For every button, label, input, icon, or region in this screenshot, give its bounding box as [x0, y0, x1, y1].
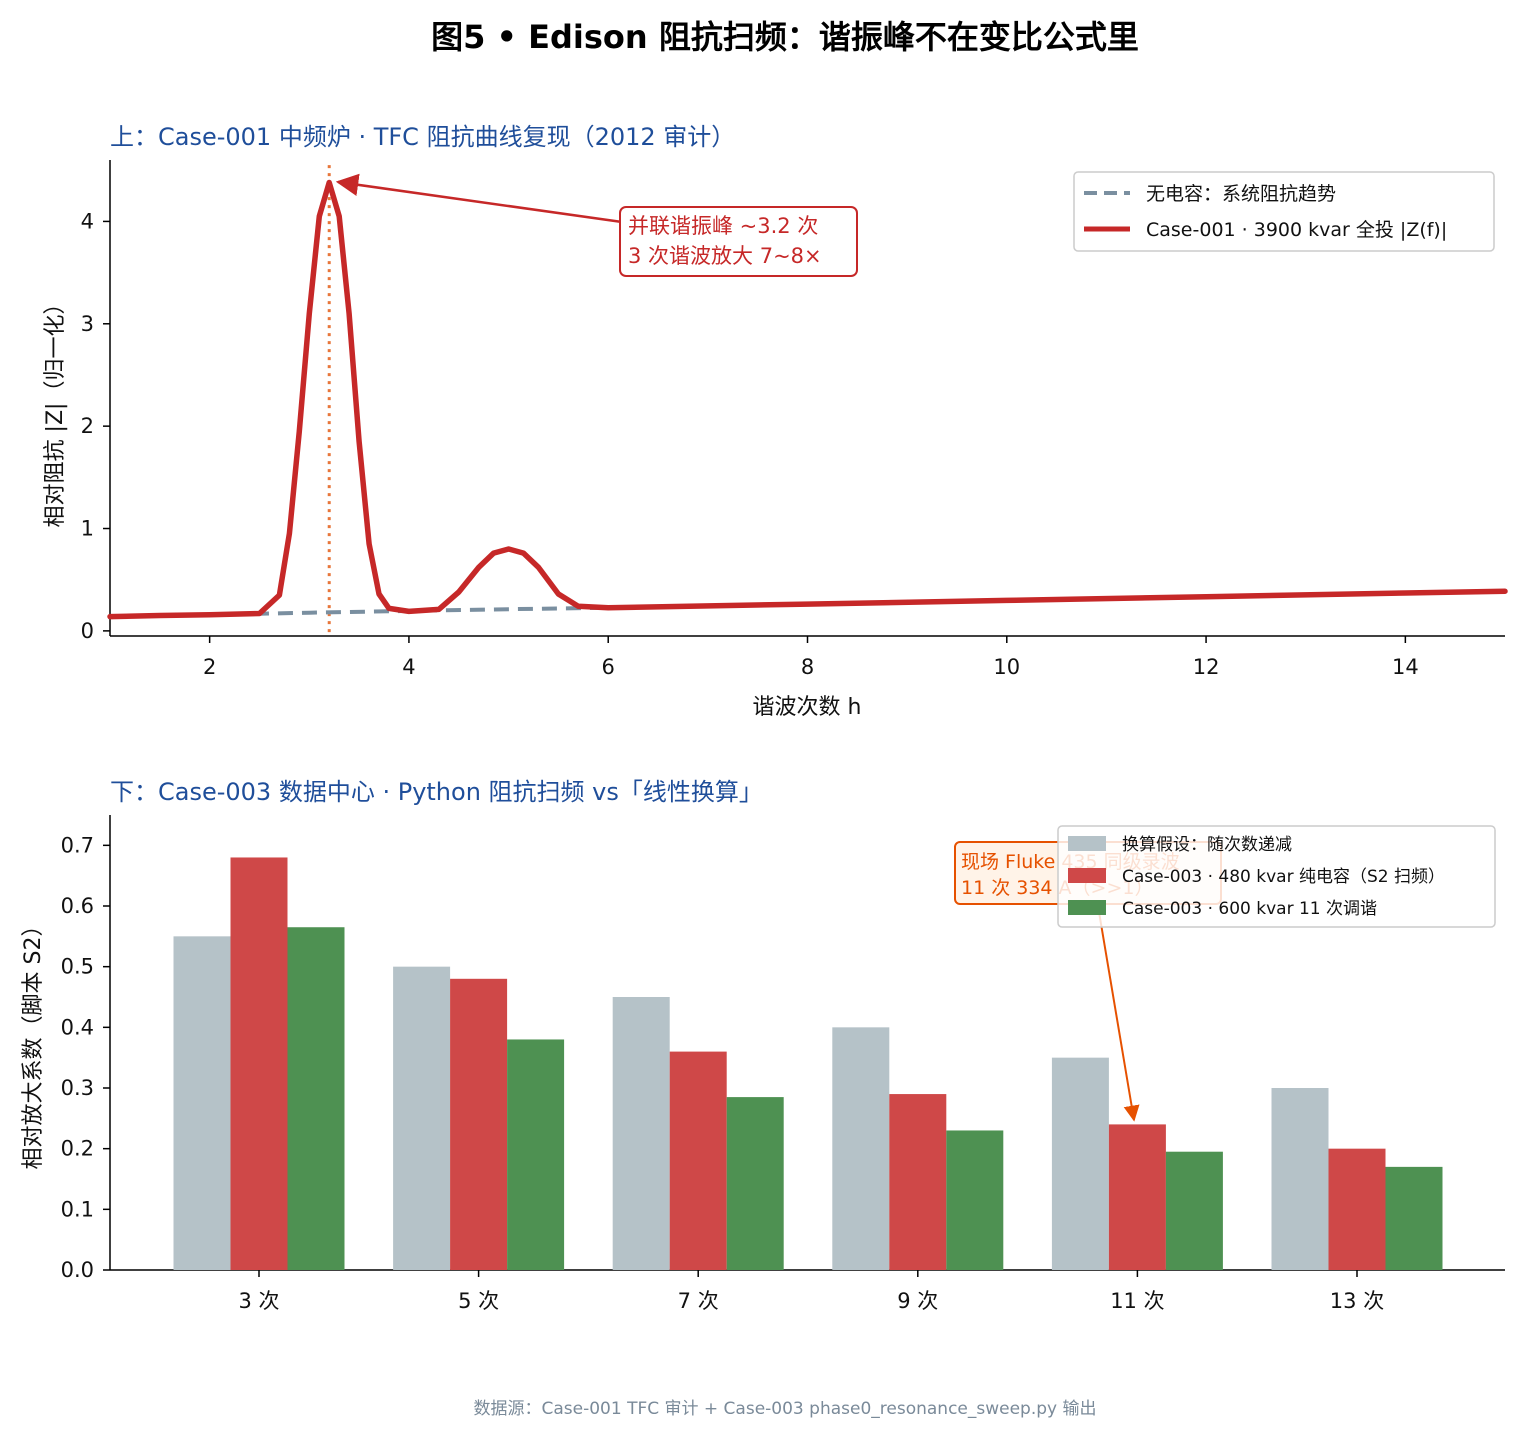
resonance-annotation-line-2: 3 次谐波放大 7~8× — [628, 244, 822, 268]
resonance-annotation-box — [619, 206, 858, 277]
bar-pure-capacitor — [1328, 1148, 1386, 1270]
top-x-tick-label: 6 — [602, 655, 615, 679]
bar-pure-capacitor — [1108, 1124, 1166, 1270]
bottom-bars — [173, 857, 1443, 1270]
bar-pure-capacitor — [669, 1051, 727, 1270]
top-y-tick-label: 2 — [81, 414, 94, 438]
bottom-legend-swatch-assume — [1068, 836, 1106, 851]
top-x-tick-label: 12 — [1193, 655, 1220, 679]
bottom-panel: 下：Case-003 数据中心 · Python 阻抗扫频 vs「线性换算」 0… — [21, 778, 1505, 1313]
bar-assumption — [612, 997, 670, 1270]
top-legend-label-trend: 无电容：系统阻抗趋势 — [1146, 183, 1336, 205]
bar-tuned-filter — [946, 1130, 1004, 1270]
bottom-x-tick-label: 7 次 — [678, 1289, 719, 1313]
bar-pure-capacitor — [450, 978, 508, 1270]
top-x-axis-label: 谐波次数 h — [753, 695, 862, 720]
top-legend-frame — [1073, 171, 1495, 252]
top-y-tick-label: 1 — [81, 517, 94, 541]
bottom-y-tick-label: 0.2 — [61, 1137, 94, 1161]
bottom-legend-swatch-tuned — [1068, 900, 1106, 915]
bottom-legend: 换算假设：随次数递减 Case-003 · 480 kvar 纯电容（S2 扫频… — [1057, 825, 1496, 928]
bar-assumption — [832, 1027, 890, 1270]
top-legend: 无电容：系统阻抗趋势 Case-001 · 3900 kvar 全投 |Z(f)… — [1073, 171, 1495, 252]
top-y-tick-label: 4 — [81, 209, 94, 233]
bottom-y-tick-label: 0.3 — [61, 1076, 94, 1100]
bottom-y-tick-label: 0.1 — [61, 1197, 94, 1221]
bottom-y-ticks: 0.0 0.1 0.2 0.3 0.4 0.5 0.6 0.7 — [61, 833, 110, 1282]
top-panel-title: 上：Case-001 中频炉 · TFC 阻抗曲线复现（2012 审计） — [110, 123, 735, 151]
top-y-axis-label: 相对阻抗 |Z|（归一化） — [43, 293, 68, 528]
bottom-y-tick-label: 0.6 — [61, 894, 94, 918]
bottom-x-tick-label: 11 次 — [1110, 1289, 1164, 1313]
bottom-y-tick-label: 0.5 — [61, 955, 94, 979]
top-x-ticks: 2 4 6 8 10 12 14 — [203, 636, 1419, 679]
resonance-annotation-line-1: 并联谐振峰 ~3.2 次 — [628, 214, 818, 238]
bar-tuned-filter — [726, 1097, 784, 1270]
top-y-tick-label: 0 — [81, 619, 94, 643]
bottom-x-ticks: 3 次 5 次 7 次 9 次 11 次 13 次 — [238, 1270, 1384, 1313]
impedance-curve-line — [107, 179, 1508, 620]
bottom-x-tick-label: 3 次 — [238, 1289, 279, 1313]
bar-assumption — [173, 936, 231, 1270]
top-legend-label-impedance: Case-001 · 3900 kvar 全投 |Z(f)| — [1146, 219, 1447, 241]
bottom-x-tick-label: 13 次 — [1330, 1289, 1384, 1313]
bottom-legend-label-tuned: Case-003 · 600 kvar 11 次调谐 — [1122, 899, 1377, 919]
resonance-peak-arrow — [335, 173, 623, 224]
bottom-legend-label-cap: Case-003 · 480 kvar 纯电容（S2 扫频） — [1122, 867, 1445, 887]
bar-tuned-filter — [1165, 1151, 1223, 1270]
bottom-panel-title: 下：Case-003 数据中心 · Python 阻抗扫频 vs「线性换算」 — [110, 778, 763, 806]
bottom-legend-frame — [1057, 825, 1496, 928]
top-y-tick-label: 3 — [81, 312, 94, 336]
bottom-legend-label-assume: 换算假设：随次数递减 — [1122, 835, 1292, 855]
bar-tuned-filter — [507, 1039, 565, 1270]
bottom-y-tick-label: 0.0 — [61, 1258, 94, 1282]
top-x-tick-label: 10 — [993, 655, 1020, 679]
bar-pure-capacitor — [230, 857, 288, 1270]
fluke-annotation-arrow — [1097, 905, 1140, 1122]
top-plot-area — [107, 165, 1508, 636]
top-x-tick-label: 4 — [402, 655, 415, 679]
bottom-y-tick-label: 0.7 — [61, 833, 94, 857]
bottom-x-tick-label: 5 次 — [458, 1289, 499, 1313]
bar-tuned-filter — [1385, 1166, 1443, 1270]
bottom-legend-swatch-cap — [1068, 868, 1106, 883]
bottom-x-tick-label: 9 次 — [897, 1289, 938, 1313]
figure-title: 图5 • Edison 阻抗扫频：谐振峰不在变比公式里 — [431, 18, 1139, 56]
bar-pure-capacitor — [889, 1094, 947, 1270]
bar-assumption — [1271, 1088, 1329, 1270]
top-panel: 上：Case-001 中频炉 · TFC 阻抗曲线复现（2012 审计） 2 4 6… — [43, 123, 1508, 720]
bottom-y-axis-label: 相对放大系数（脚本 S2） — [21, 915, 46, 1170]
bar-assumption — [1051, 1057, 1109, 1270]
top-y-ticks: 0 1 2 3 4 — [81, 209, 110, 643]
data-source-footer: 数据源：Case-001 TFC 审计 + Case-003 phase0_re… — [473, 1399, 1096, 1419]
bar-assumption — [393, 966, 451, 1270]
top-x-tick-label: 2 — [203, 655, 216, 679]
bar-tuned-filter — [287, 927, 345, 1270]
bottom-y-tick-label: 0.4 — [61, 1015, 94, 1039]
top-x-tick-label: 14 — [1392, 655, 1419, 679]
top-x-tick-label: 8 — [801, 655, 814, 679]
